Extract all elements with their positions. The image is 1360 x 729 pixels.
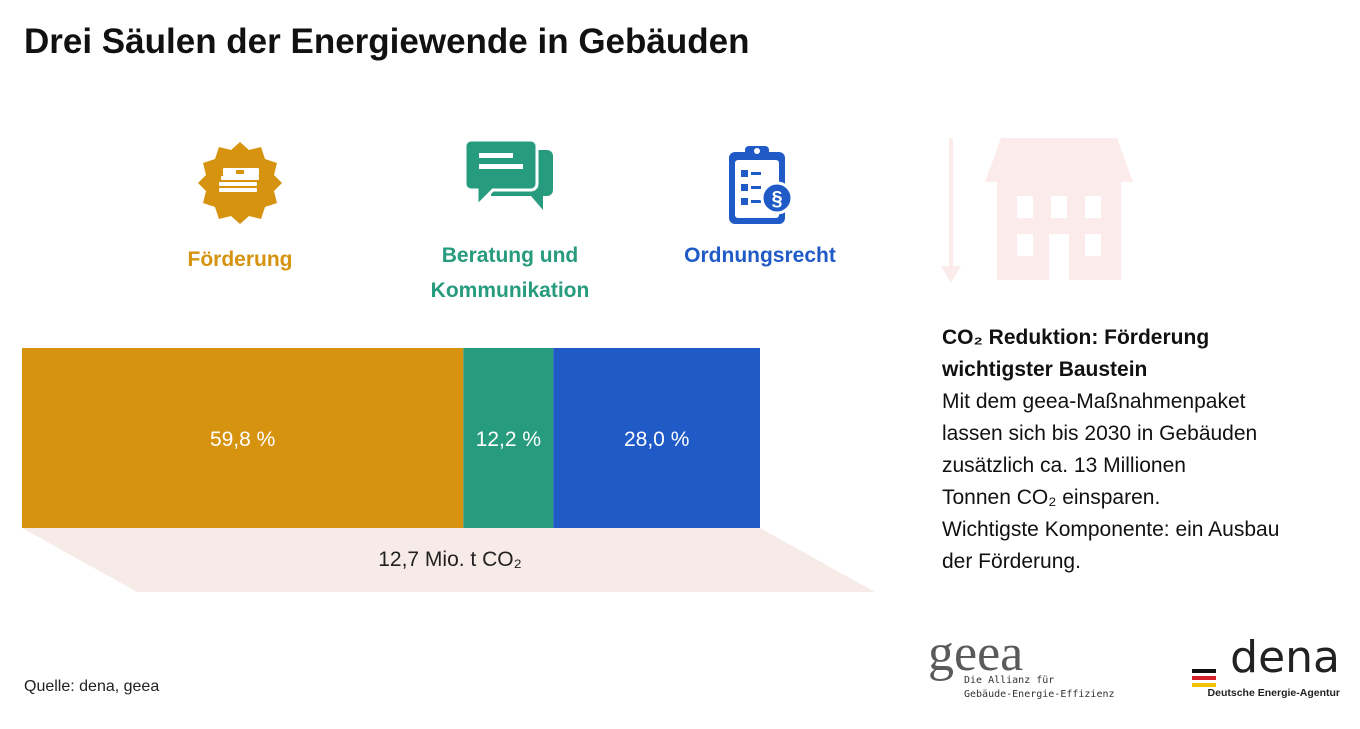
clipboard-paragraph-icon: § <box>729 146 794 224</box>
total-shadow <box>22 528 875 592</box>
info-body-line: zusätzlich ca. 13 Millionen <box>942 454 1186 477</box>
pillar-beratung: Beratung und Kommunikation <box>405 138 615 308</box>
total-label: 12,7 Mio. t CO₂ <box>378 548 522 571</box>
info-box: CO₂ Reduktion: Förderung wichtigster Bau… <box>942 322 1342 578</box>
geea-tagline-2: Gebäude-Energie-Effizienz <box>964 689 1115 700</box>
bar-segment-1 <box>22 348 464 528</box>
dena-logo: dena Deutsche Energie-Agentur <box>1192 632 1340 699</box>
info-heading-line2: wichtigster Baustein <box>942 358 1148 381</box>
pillar-label-foerderung: Förderung <box>187 248 293 271</box>
info-body-line: Tonnen CO₂ einsparen. <box>942 486 1161 509</box>
bar-segment-3 <box>553 348 760 528</box>
house-icon <box>941 138 1133 283</box>
dena-tagline: Deutsche Energie-Agentur <box>1208 687 1340 699</box>
pillar-foerderung: Förderung <box>160 140 320 277</box>
bar-segment-2 <box>463 348 554 528</box>
speech-bubbles-icon <box>465 138 553 210</box>
pillar-ordnungsrecht: § Ordnungsrecht <box>670 142 850 273</box>
info-body-line: lassen sich bis 2030 in Gebäuden <box>942 422 1258 445</box>
info-body-line: Wichtigste Komponente: ein Ausbau <box>942 518 1280 541</box>
info-body-line: der Förderung. <box>942 550 1081 573</box>
info-body-line: Mit dem geea-Maßnahmenpaket <box>942 390 1246 413</box>
source-note: Quelle: dena, geea <box>24 678 160 695</box>
geea-logo: geea Die Allianz für Gebäude-Energie-Eff… <box>928 628 1115 700</box>
pillar-label-beratung-line2: Kommunikation <box>430 279 590 302</box>
stacked-bar-chart: 59,8 % 12,2 % 28,0 % 12,7 Mio. t CO₂ <box>22 348 875 592</box>
geea-tagline-1: Die Allianz für <box>964 675 1054 686</box>
money-badge-icon <box>198 142 282 224</box>
bar-value-label: 28,0 % <box>624 428 689 451</box>
pillar-label-beratung: Beratung und Kommunikation <box>405 238 615 308</box>
bar-value-label: 59,8 % <box>210 428 275 451</box>
page-title: Drei Säulen der Energiewende in Gebäuden <box>24 22 750 61</box>
pillar-label-ordnungsrecht: Ordnungsrecht <box>684 244 836 267</box>
info-heading-line1: CO₂ Reduktion: Förderung <box>942 326 1210 349</box>
svg-text:§: § <box>771 188 782 210</box>
dena-wordmark: dena <box>1230 632 1340 683</box>
bar-value-label: 12,2 % <box>476 428 541 451</box>
geea-wordmark: geea <box>928 628 1023 682</box>
pillar-label-beratung-line1: Beratung und <box>441 244 579 267</box>
